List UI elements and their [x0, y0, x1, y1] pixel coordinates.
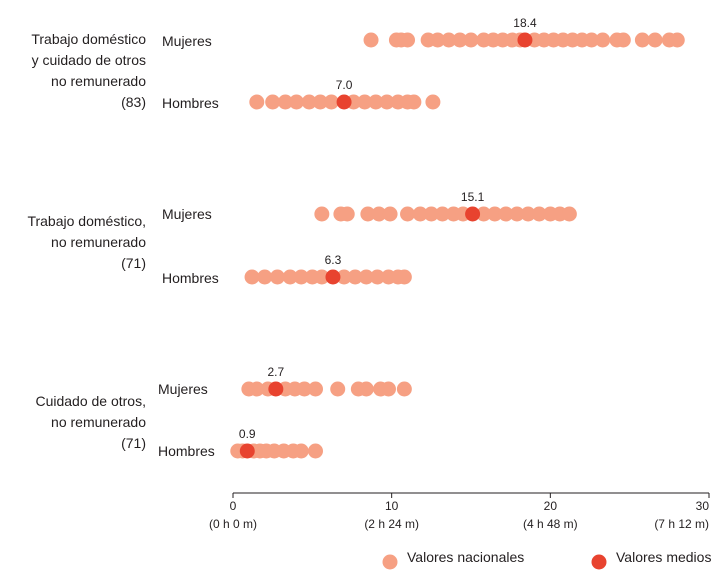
mean-value-label: 18.4 [513, 16, 537, 30]
national-value-point [277, 94, 293, 110]
national-value-point [634, 32, 650, 48]
national-value-point [339, 206, 355, 222]
national-value-point [360, 206, 376, 222]
x-tick-label: 20 [544, 499, 558, 513]
national-value-point [396, 381, 412, 397]
national-value-point [584, 32, 600, 48]
national-value-point [434, 206, 450, 222]
national-value-point [358, 381, 374, 397]
national-value-point [357, 94, 373, 110]
national-value-point [476, 206, 492, 222]
national-value-point [358, 269, 374, 285]
national-value-point [595, 32, 611, 48]
legend-mean-marker [591, 554, 607, 570]
national-value-point [288, 94, 304, 110]
mean-value-label: 2.7 [267, 365, 284, 379]
national-value-point [244, 269, 260, 285]
row-label-men: Hombres [162, 270, 219, 286]
national-value-point [314, 206, 330, 222]
national-value-point [293, 443, 309, 459]
mean-value-label: 0.9 [239, 427, 256, 441]
national-value-point [269, 269, 285, 285]
national-value-point [531, 206, 547, 222]
row-label-men: Hombres [162, 95, 219, 111]
national-value-point [368, 94, 384, 110]
mean-value-point [336, 94, 352, 110]
national-value-point [396, 269, 412, 285]
national-value-point [423, 206, 439, 222]
x-tick-sublabel: (4 h 48 m) [523, 517, 578, 531]
legend-national-marker [382, 554, 398, 570]
national-value-point [615, 32, 631, 48]
national-value-point [336, 269, 352, 285]
row-label-women: Mujeres [158, 381, 208, 397]
legend-mean: Valores medios [616, 549, 712, 565]
national-value-point [308, 381, 324, 397]
national-value-point [282, 269, 298, 285]
national-value-point [323, 94, 339, 110]
national-value-point [509, 206, 525, 222]
national-value-point [265, 94, 281, 110]
national-value-point [330, 381, 346, 397]
group-label-care: Cuidado de otros, no remunerado (71) [35, 393, 146, 451]
national-value-point [487, 206, 503, 222]
row-label-men: Hombres [158, 443, 215, 459]
national-value-point [452, 32, 468, 48]
mean-value-label: 7.0 [336, 78, 353, 92]
mean-value-point [465, 206, 481, 222]
row-label-women: Mujeres [162, 33, 212, 49]
national-value-point [406, 94, 422, 110]
mean-value-point [239, 443, 255, 459]
group-label-total: Trabajo doméstico y cuidado de otros no … [31, 31, 146, 110]
mean-value-label: 15.1 [461, 190, 485, 204]
national-value-point [412, 206, 428, 222]
national-value-point [400, 32, 416, 48]
national-value-point [647, 32, 663, 48]
mean-value-label: 6.3 [325, 253, 342, 267]
national-value-point [669, 32, 685, 48]
national-value-point [293, 269, 309, 285]
mean-value-point [517, 32, 533, 48]
national-value-point [347, 269, 363, 285]
row-label-women: Mujeres [162, 206, 212, 222]
national-value-point [498, 206, 514, 222]
national-value-point [308, 443, 324, 459]
mean-value-point [268, 381, 284, 397]
group-label-domestic: Trabajo doméstico, no remunerado (71) [27, 213, 146, 271]
national-value-point [301, 94, 317, 110]
national-value-point [379, 94, 395, 110]
x-tick-sublabel: (0 h 0 m) [209, 517, 257, 531]
x-tick-label: 10 [385, 499, 399, 513]
national-value-point [369, 269, 385, 285]
x-tick-label: 30 [696, 499, 710, 513]
national-value-point [520, 206, 536, 222]
national-value-point [561, 206, 577, 222]
national-value-point [296, 381, 312, 397]
national-value-point [371, 206, 387, 222]
national-value-point [380, 381, 396, 397]
x-tick-label: 0 [230, 499, 237, 513]
x-tick-sublabel: (7 h 12 m) [654, 517, 709, 531]
national-value-point [382, 206, 398, 222]
x-tick-sublabel: (2 h 24 m) [364, 517, 419, 531]
national-value-point [314, 269, 330, 285]
national-value-point [463, 32, 479, 48]
national-value-point [425, 94, 441, 110]
national-value-point [257, 269, 273, 285]
national-value-point [312, 94, 328, 110]
mean-value-point [325, 269, 341, 285]
legend-national: Valores nacionales [407, 549, 525, 565]
national-value-point [363, 32, 379, 48]
national-value-point [430, 32, 446, 48]
national-value-point [441, 32, 457, 48]
national-value-point [400, 206, 416, 222]
national-value-point [249, 381, 265, 397]
national-value-point [249, 94, 265, 110]
